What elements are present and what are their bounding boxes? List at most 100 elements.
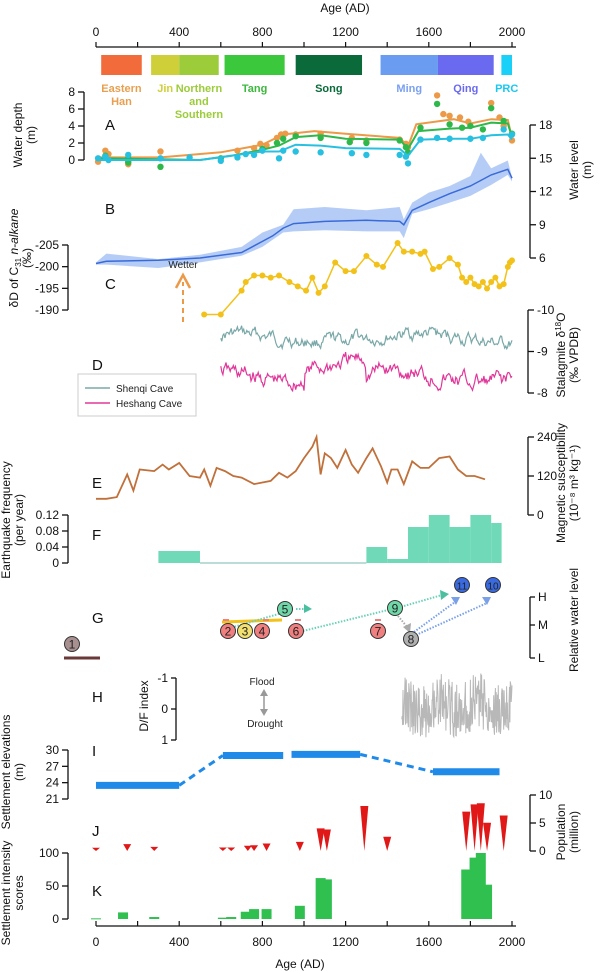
population-mark — [360, 806, 369, 851]
data-point-cyan — [105, 156, 112, 164]
intensity-bar — [469, 857, 480, 919]
dynasty-block — [501, 55, 512, 75]
y-tick-label: -1 — [157, 671, 168, 685]
data-point — [251, 272, 258, 279]
y-tick-label: 0.12 — [36, 508, 60, 522]
svg-text:(m): (m) — [580, 161, 594, 179]
data-point-cyan — [125, 151, 132, 159]
x-tick-label: 0 — [93, 25, 100, 39]
population-mark — [462, 811, 471, 851]
dynasty-block — [380, 55, 438, 75]
data-point-orange — [257, 140, 264, 148]
trend-arrow — [403, 594, 443, 607]
site-label: 4 — [259, 625, 266, 639]
y-tick-label: 10 — [539, 788, 553, 802]
data-point-cyan — [402, 153, 410, 160]
data-point-cyan — [348, 150, 356, 157]
flood-drought-arrow-icon — [260, 689, 268, 716]
site-marker-4 — [254, 623, 270, 639]
y-tick-label: 6 — [539, 251, 546, 265]
data-point-green — [488, 104, 495, 112]
data-point — [484, 285, 491, 292]
intensity-bar — [261, 909, 272, 919]
legend-label-shenqi: Shenqi Cave — [116, 384, 174, 395]
dynasty-label: Eastern — [101, 83, 142, 95]
data-point — [454, 261, 461, 268]
panel-label-k: K — [92, 883, 102, 900]
site-label: 7 — [375, 625, 382, 639]
intensity-bar — [475, 853, 486, 919]
data-point-green — [363, 139, 370, 147]
data-point — [286, 279, 293, 285]
data-point-green — [467, 122, 474, 130]
y-tick-label: 2 — [68, 136, 75, 150]
data-point-orange — [157, 148, 164, 155]
panel-a-water-depth: 0 2 4 6 8 — [68, 85, 516, 170]
data-point-cyan — [363, 151, 370, 159]
data-point — [394, 240, 401, 246]
panel-label-b: B — [105, 201, 115, 218]
y-tick-label: 18 — [539, 118, 553, 132]
site-label: 11 — [457, 582, 468, 593]
data-point — [459, 274, 466, 281]
intensity-bar — [226, 917, 237, 919]
y-tick-label: H — [538, 590, 547, 604]
svg-text:Magnetic susceptibility: Magnetic susceptibility — [554, 423, 568, 543]
data-point-cyan — [479, 134, 487, 142]
data-point-green — [280, 135, 287, 142]
panel-k-settlement-intensity: 0 50 100 — [39, 846, 493, 926]
panel-label-g: G — [92, 610, 104, 627]
y-tick-label: 0 — [52, 556, 59, 570]
population-mark — [295, 841, 304, 851]
wetter-annotation: Wetter — [168, 260, 198, 271]
data-point — [373, 261, 380, 268]
data-point — [500, 281, 507, 288]
y-tick-label: 21 — [46, 792, 60, 806]
svg-text:Stalagmite δ18O: Stalagmite δ18O — [554, 313, 568, 398]
svg-text:(million): (million) — [567, 811, 581, 853]
panel-g-relative-water-level: L MH 1 2 3 4 56 7 8 9 11 10 — [64, 577, 548, 665]
site-marker-11 — [454, 577, 470, 593]
data-point-cyan — [94, 155, 102, 162]
site-marker-3 — [237, 623, 253, 639]
bottom-age-axis: 0 400 800 1200 1600 2000 — [93, 921, 526, 949]
data-point-cyan — [234, 154, 241, 161]
intensity-bar — [91, 918, 101, 920]
panel-h-df-index: -1 0 1 — [157, 671, 513, 747]
data-point — [315, 289, 322, 296]
data-point — [400, 248, 407, 255]
site-marker-5 — [277, 601, 293, 617]
dynasty-block — [101, 55, 142, 75]
data-point — [217, 311, 224, 318]
population-mark — [123, 844, 132, 851]
ylabel-b: Water level (m) — [567, 140, 594, 200]
data-point — [321, 283, 328, 290]
drought-annotation: Drought — [247, 719, 283, 730]
arrowhead-icon — [304, 604, 312, 613]
stalagmite-line-shenqi — [220, 324, 513, 351]
data-point-cyan — [250, 151, 258, 159]
population-mark — [470, 804, 479, 851]
y-tick-label: 27 — [46, 759, 60, 773]
population-mark — [218, 847, 227, 851]
site-label: 8 — [408, 633, 415, 647]
intensity-bar — [249, 909, 260, 919]
population-mark — [383, 836, 392, 851]
panel-label-a: A — [105, 117, 115, 134]
data-point-green — [317, 134, 324, 142]
data-point-cyan — [433, 134, 441, 142]
dynasty-label: PRC — [495, 83, 518, 95]
x-tick-label: 1200 — [332, 25, 359, 39]
wetter-arrow-icon — [174, 272, 192, 322]
trend-arrow — [413, 601, 456, 633]
top-age-axis: 0 400 800 1200 1600 2000 — [93, 25, 526, 48]
confidence-band — [96, 152, 512, 268]
ylabel-c: δD of C31 n-alkane (‰) — [7, 208, 34, 307]
svg-text:(m): (m) — [12, 763, 26, 781]
svg-text:Earthquake frequency: Earthquake frequency — [0, 461, 13, 578]
y-tick-label: 0 — [161, 702, 168, 716]
panel-i-settlement-elevations: 21 24 27 30 — [46, 743, 500, 806]
svg-text:(m): (m) — [24, 126, 38, 144]
data-point-cyan — [508, 131, 516, 138]
